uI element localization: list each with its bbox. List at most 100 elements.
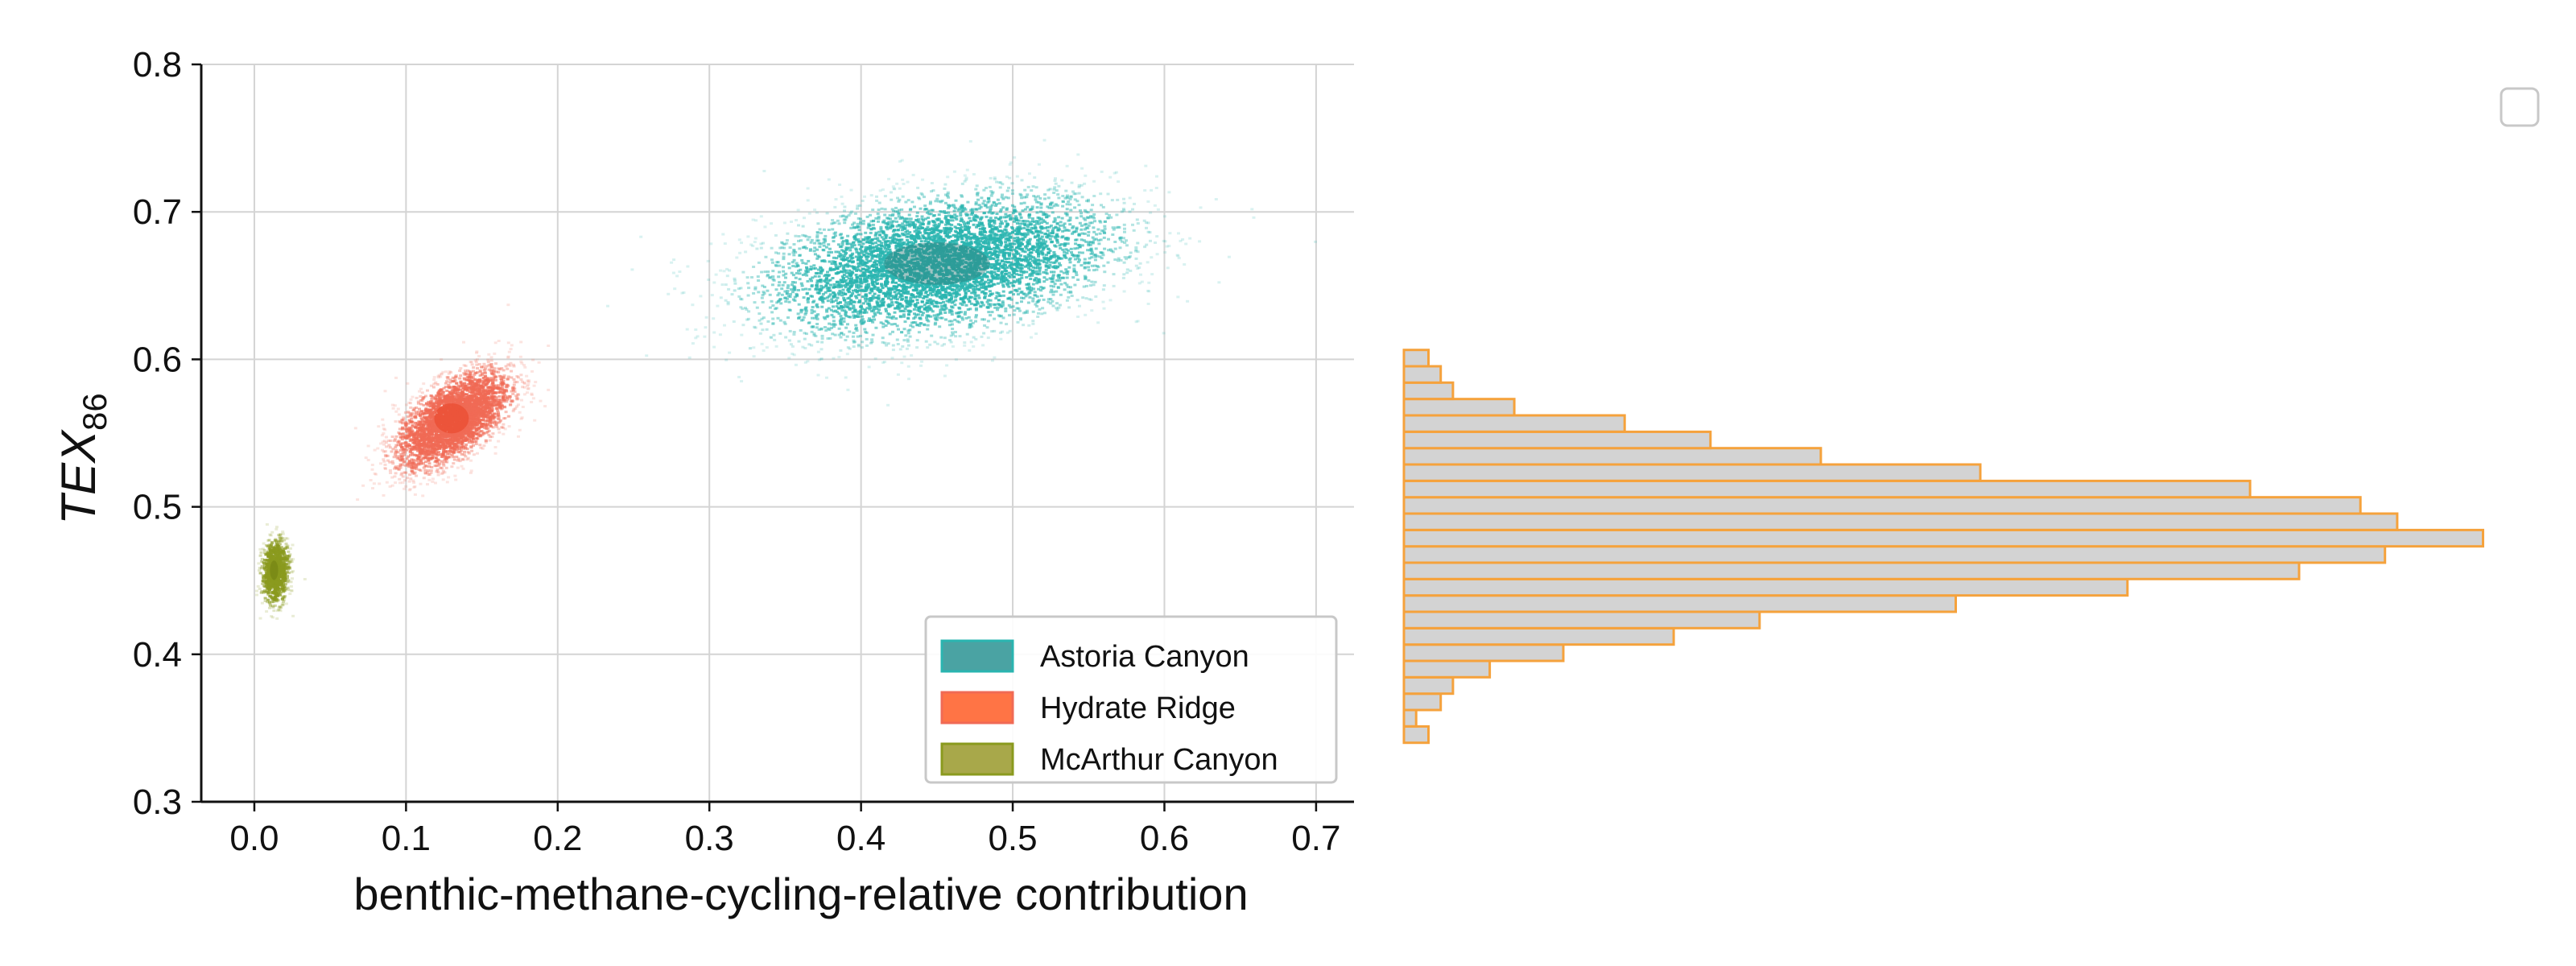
data-point [891, 296, 895, 299]
data-point [806, 187, 810, 190]
data-point [1070, 251, 1073, 254]
data-point [1065, 251, 1069, 254]
data-point [1006, 261, 1010, 264]
data-point [877, 230, 881, 233]
data-point [878, 258, 882, 261]
data-point [813, 275, 817, 278]
data-point [963, 289, 967, 292]
data-point [1050, 241, 1054, 244]
series-astoria-canyon [606, 138, 1317, 407]
data-point [936, 283, 940, 286]
data-point [916, 308, 920, 312]
data-point [925, 268, 929, 271]
data-point [929, 245, 933, 248]
data-point [940, 344, 944, 347]
data-point [919, 274, 923, 277]
data-point [725, 267, 729, 270]
data-point [824, 240, 828, 243]
data-point [819, 232, 824, 234]
data-point [1066, 286, 1070, 288]
data-point [1021, 220, 1025, 222]
data-point [865, 297, 869, 300]
data-point [892, 269, 896, 272]
data-point [961, 259, 965, 262]
data-point [881, 336, 885, 340]
data-point [890, 208, 894, 211]
data-point [704, 316, 708, 319]
data-point [1034, 332, 1038, 336]
data-point [904, 295, 908, 299]
data-point [964, 258, 968, 261]
data-point [894, 271, 898, 275]
data-point [857, 262, 861, 265]
data-point [911, 223, 915, 226]
data-point [1057, 274, 1061, 277]
data-point [997, 314, 1001, 317]
data-point [766, 289, 770, 292]
data-point [993, 243, 997, 246]
data-point [910, 234, 914, 237]
data-point [850, 246, 854, 249]
data-point [968, 217, 972, 220]
data-point [881, 299, 885, 301]
data-point [1005, 323, 1009, 326]
data-point [809, 241, 813, 244]
scatter-panel: 0.0 0.1 0.2 0.3 0.4 0.5 0.6 0.70.30.40.50.60.70… [52, 45, 1354, 919]
data-point [840, 245, 844, 248]
data-point [898, 279, 902, 283]
data-point [952, 266, 956, 269]
data-point [974, 280, 977, 283]
data-point [1052, 270, 1056, 274]
data-point [919, 317, 923, 320]
data-point [1049, 224, 1053, 227]
data-point [901, 232, 905, 235]
data-point [870, 282, 874, 285]
data-point [1181, 238, 1185, 241]
data-point [1067, 237, 1071, 240]
data-point [947, 320, 952, 323]
data-point [1042, 276, 1046, 279]
data-point [1022, 196, 1026, 199]
data-point [937, 222, 941, 225]
data-point [1043, 193, 1047, 196]
data-point [1066, 196, 1070, 200]
data-point [1129, 269, 1133, 272]
data-point [968, 286, 972, 289]
data-point [1076, 254, 1080, 257]
data-point [1046, 214, 1051, 217]
data-point [1136, 242, 1140, 245]
data-point [1033, 176, 1037, 180]
data-point [1049, 302, 1053, 305]
data-point [816, 222, 820, 225]
data-point [940, 254, 943, 257]
data-point [968, 140, 972, 143]
data-point [1132, 229, 1136, 232]
data-point [983, 258, 987, 260]
data-point [951, 275, 955, 278]
data-point [917, 331, 921, 334]
data-point [989, 299, 993, 302]
data-point [1080, 167, 1084, 170]
data-point [930, 182, 934, 184]
data-point [868, 224, 872, 227]
data-point [972, 287, 976, 291]
data-point [1118, 237, 1122, 239]
data-point [1017, 229, 1021, 233]
data-point [898, 217, 902, 220]
data-point [747, 310, 751, 313]
data-point [891, 234, 895, 237]
data-point [935, 251, 939, 254]
data-point [1012, 313, 1016, 316]
data-point [1080, 238, 1084, 242]
data-point [757, 291, 761, 294]
data-point [974, 277, 978, 280]
data-point [1163, 240, 1167, 243]
data-point [848, 249, 852, 252]
data-point [893, 323, 897, 325]
data-point [951, 332, 955, 336]
data-point [1101, 254, 1105, 257]
data-point [964, 178, 968, 181]
data-point [1134, 248, 1138, 251]
data-point [1026, 283, 1030, 286]
data-point [1103, 221, 1107, 223]
